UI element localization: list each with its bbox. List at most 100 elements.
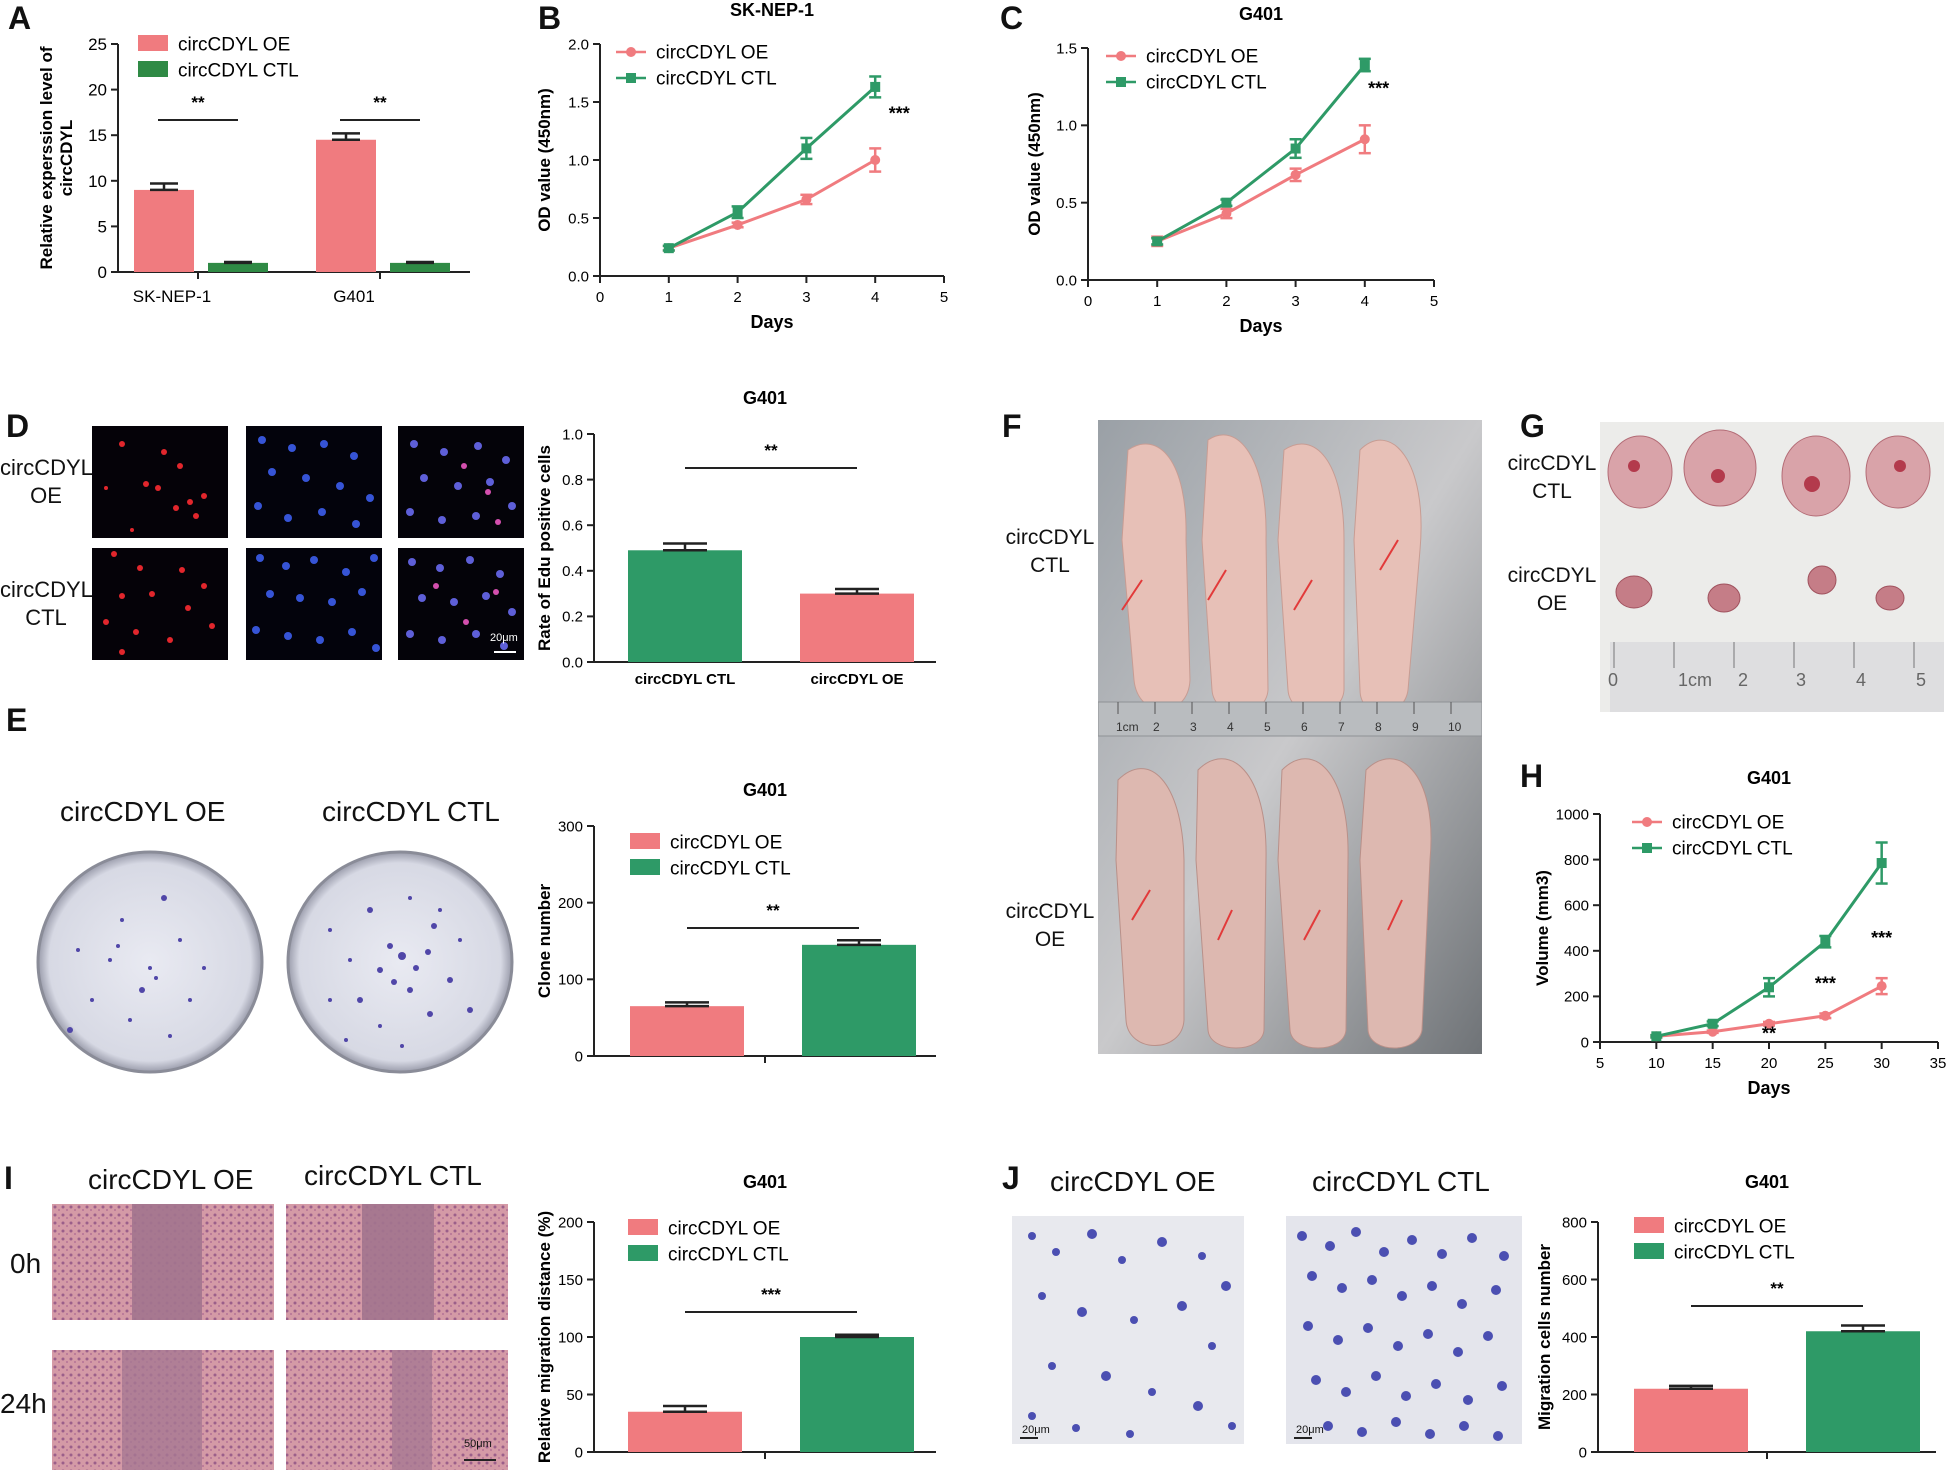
c-series-line (1156, 137, 1366, 243)
d-y-tick-label: 0.8 (562, 472, 583, 489)
b-x-tick-label: 0 (596, 289, 604, 306)
a-x-tick-label: SK-NEP-1 (133, 287, 211, 306)
j-significance-label: ** (1770, 1279, 1784, 1298)
b-y-axis-label: OD value (450nm) (535, 88, 554, 232)
h-significance-label: ** (1762, 1024, 1776, 1044)
d-ctl-label-line1: circCDYL (0, 577, 93, 602)
panel-label-e: E (6, 702, 28, 738)
h-x-tick-label: 25 (1817, 1055, 1834, 1072)
j-y-tick-label: 600 (1562, 1272, 1587, 1289)
b-y-axis-label-group: OD value (450nm) (535, 88, 554, 232)
d-oe-label-line1: circCDYL (0, 455, 93, 480)
i-legend-label: circCDYL OE (668, 1219, 780, 1240)
h-legend-label: circCDYL OE (1672, 813, 1784, 834)
chart-j: G401 0 200 400 600 800 Migration cells number *… (1535, 1172, 1936, 1461)
i-bar (800, 1337, 914, 1452)
h-point (1876, 981, 1887, 992)
d-y-axis-label: Rate of Edu positive cells (535, 445, 554, 651)
d-y-tick-label: 0.2 (562, 609, 583, 626)
c-x-tick-label: 4 (1361, 293, 1369, 310)
chart-h: G401 0 200 400 600 800 1000 Volume (mm3) 5 10 15 20… (1533, 768, 1947, 1098)
j-legend-swatch (1634, 1217, 1664, 1233)
chart-e: G401 0 100 200 300 Clone number ** circCDYL OE c… (535, 780, 936, 1065)
f-ruler-tick-1: 1cm (1116, 720, 1139, 734)
f-ctl-label-line2: CTL (1030, 554, 1070, 577)
j-bar (1806, 1331, 1920, 1452)
d-significance-label: ** (764, 441, 778, 460)
a-y-tick-label: 20 (88, 81, 107, 100)
i-bar (628, 1411, 742, 1452)
c-x-tick-label: 1 (1153, 293, 1161, 310)
c-y-tick-label: 1.0 (1056, 118, 1077, 135)
g-ctl-label-line2: CTL (1532, 480, 1572, 503)
d-oe-label: circCDYL OE (0, 454, 93, 510)
c-point (1290, 169, 1301, 180)
i-0h-label: 0h (10, 1248, 42, 1279)
j-bar (1634, 1388, 1748, 1452)
d-bar (800, 593, 914, 662)
h-y-tick-label: 400 (1564, 943, 1589, 960)
f-ruler-tick-6: 6 (1301, 720, 1308, 734)
g-ruler-tick-2: 2 (1738, 670, 1749, 690)
a-legend-label: circCDYL CTL (178, 61, 299, 82)
h-x-tick-label: 35 (1930, 1055, 1947, 1072)
b-legend-marker (626, 73, 636, 83)
c-x-tick-label: 2 (1222, 293, 1230, 310)
b-point (870, 81, 881, 92)
chart-b: SK-NEP-1 0.0 0.5 1.0 1.5 2.0 OD value (450nm) 0… (535, 0, 948, 332)
h-point (1764, 1018, 1774, 1029)
i-ctl-label: circCDYL CTL (304, 1160, 482, 1191)
c-point (1290, 143, 1301, 154)
b-series-line (668, 158, 876, 250)
g-ruler-tick-1: 1cm (1678, 670, 1713, 690)
transwell-photos (1012, 1216, 1522, 1444)
j-y-tick-label: 200 (1562, 1387, 1587, 1404)
a-y-axis-label: circCDYL (57, 120, 76, 197)
h-point (1651, 1031, 1662, 1042)
f-oe-label-line2: OE (1034, 928, 1066, 951)
i-scale-bar-label: 50μm (464, 1438, 492, 1450)
b-legend-label: circCDYL OE (656, 43, 768, 64)
c-legend-label: circCDYL OE (1146, 47, 1258, 68)
b-y-tick-label: 2.0 (568, 36, 589, 53)
a-bar (208, 262, 268, 272)
b-x-tick-label: 4 (871, 289, 879, 306)
h-point (1876, 858, 1887, 869)
panel-label-b: B (538, 0, 562, 36)
i-y-axis-label-group: Relative migration distance (%) (535, 1211, 554, 1463)
j-ctl-label: circCDYL CTL (1312, 1166, 1490, 1197)
h-x-tick-label: 10 (1648, 1055, 1665, 1072)
g-oe-label: circCDYL OE (1500, 562, 1604, 618)
c-legend-marker (1116, 51, 1126, 61)
i-significance-label: *** (761, 1285, 781, 1304)
j-y-tick-label: 800 (1562, 1214, 1587, 1231)
c-x-tick-label: 3 (1291, 293, 1299, 310)
h-point (1707, 1018, 1718, 1029)
g-ruler-tick-5: 5 (1916, 670, 1927, 690)
b-series-line (668, 85, 877, 250)
d-title: G401 (743, 388, 787, 408)
f-ctl-label-line1: circCDYL (1005, 526, 1095, 549)
e-legend-swatch (630, 833, 660, 849)
h-y-tick-label: 0 (1581, 1034, 1589, 1051)
a-bar (390, 262, 450, 272)
j-title: G401 (1745, 1172, 1789, 1192)
panel-label-h: H (1520, 758, 1544, 794)
f-ruler-tick-9: 9 (1412, 720, 1419, 734)
d-y-tick-label: 1.0 (562, 426, 583, 443)
h-title: G401 (1747, 768, 1791, 788)
e-title: G401 (743, 780, 787, 800)
i-y-tick-label: 150 (558, 1272, 583, 1289)
j-scale-bar-label-ctl: 20μm (1296, 1424, 1324, 1436)
e-bar (802, 944, 916, 1056)
mice-photo (1098, 420, 1482, 1054)
colony-plates (36, 850, 514, 1074)
f-ruler-tick-8: 8 (1375, 720, 1382, 734)
b-point (732, 219, 743, 230)
c-y-axis-label-group: OD value (450nm) (1025, 92, 1044, 236)
j-y-tick-label: 0 (1579, 1444, 1587, 1461)
g-ruler-tick-3: 3 (1796, 670, 1807, 690)
b-point (732, 207, 743, 218)
h-significance-label: *** (1815, 974, 1836, 994)
